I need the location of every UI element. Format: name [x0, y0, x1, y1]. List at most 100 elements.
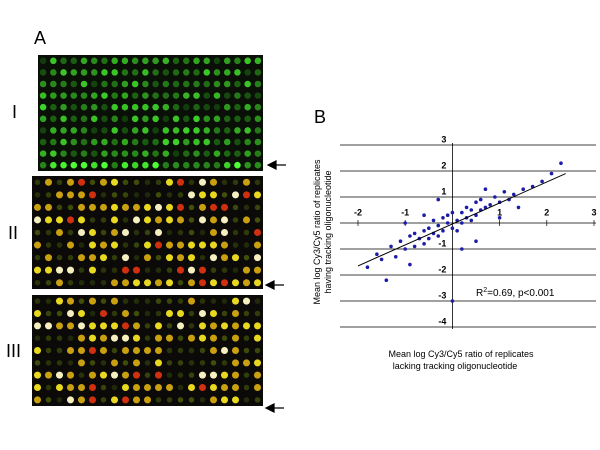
spot	[133, 310, 140, 317]
spot	[101, 69, 108, 76]
spot	[34, 360, 41, 366]
spot	[45, 347, 52, 354]
spot	[253, 191, 262, 199]
spot	[45, 229, 52, 236]
spot	[176, 266, 185, 274]
spot	[111, 347, 118, 354]
spot	[176, 322, 185, 330]
spot	[152, 103, 159, 111]
arrow	[264, 280, 284, 290]
spot	[162, 80, 170, 88]
point	[408, 262, 412, 267]
spot	[223, 80, 231, 88]
spot	[77, 178, 86, 186]
point	[389, 244, 393, 249]
spot	[77, 203, 86, 211]
spot	[132, 383, 141, 392]
spot	[244, 150, 251, 157]
spot	[183, 103, 190, 111]
spot	[34, 335, 41, 341]
spot	[56, 254, 63, 261]
spot	[39, 57, 47, 65]
spot	[154, 383, 163, 392]
spot	[152, 150, 159, 157]
spot	[55, 383, 64, 392]
spot	[254, 179, 261, 186]
spot	[243, 384, 250, 391]
spot	[131, 103, 139, 111]
spot	[176, 203, 185, 211]
spot	[99, 178, 108, 186]
spot	[60, 138, 67, 146]
point	[460, 221, 464, 225]
spot	[209, 203, 218, 211]
spot	[50, 150, 57, 157]
spot	[50, 138, 57, 146]
spots	[39, 57, 262, 169]
spot	[56, 397, 63, 403]
y-tick-label: 1	[441, 186, 446, 196]
spot	[154, 322, 163, 330]
point	[469, 218, 474, 223]
spot	[231, 346, 240, 355]
spot	[243, 204, 250, 211]
spot	[110, 396, 119, 404]
spot	[39, 103, 47, 111]
spot	[209, 383, 218, 392]
spot	[90, 57, 98, 65]
spot	[67, 279, 74, 286]
point	[379, 257, 384, 262]
spot	[220, 216, 229, 224]
spot	[244, 103, 251, 111]
spot	[209, 228, 218, 237]
spot	[90, 127, 98, 134]
spot	[253, 228, 262, 237]
point	[398, 239, 403, 243]
spot	[209, 396, 218, 404]
spot	[176, 254, 185, 262]
spot	[221, 360, 228, 366]
spot	[77, 383, 86, 392]
spot	[121, 371, 130, 379]
spot	[34, 179, 41, 186]
spot	[121, 161, 129, 169]
spot	[143, 396, 152, 404]
spot	[203, 69, 211, 76]
spot	[60, 161, 67, 169]
spot	[121, 127, 129, 134]
spot	[155, 298, 162, 304]
spot	[231, 396, 240, 404]
spot	[111, 310, 118, 317]
spot	[232, 204, 239, 211]
spot	[45, 335, 52, 341]
spot	[111, 192, 118, 198]
spot	[142, 127, 149, 134]
spot	[187, 279, 196, 287]
spot	[121, 346, 130, 355]
point	[478, 197, 483, 202]
spot	[78, 372, 85, 378]
spot	[155, 267, 162, 273]
spot	[199, 298, 206, 304]
spot	[45, 360, 52, 366]
spot	[100, 360, 107, 366]
spot	[111, 57, 118, 65]
spot	[162, 138, 170, 146]
spot	[243, 347, 250, 354]
x-tick-label: 1	[497, 207, 502, 217]
spot	[188, 323, 195, 329]
spot	[56, 335, 63, 341]
spot	[213, 103, 221, 111]
spot	[155, 310, 162, 317]
spot	[122, 192, 129, 198]
point	[431, 218, 436, 223]
spot	[199, 360, 206, 366]
spot	[77, 346, 86, 355]
spot	[60, 127, 67, 134]
point	[450, 226, 455, 230]
spot	[166, 347, 173, 354]
point	[422, 229, 426, 233]
spot	[172, 103, 180, 111]
spot	[242, 178, 251, 186]
spot	[234, 80, 241, 88]
